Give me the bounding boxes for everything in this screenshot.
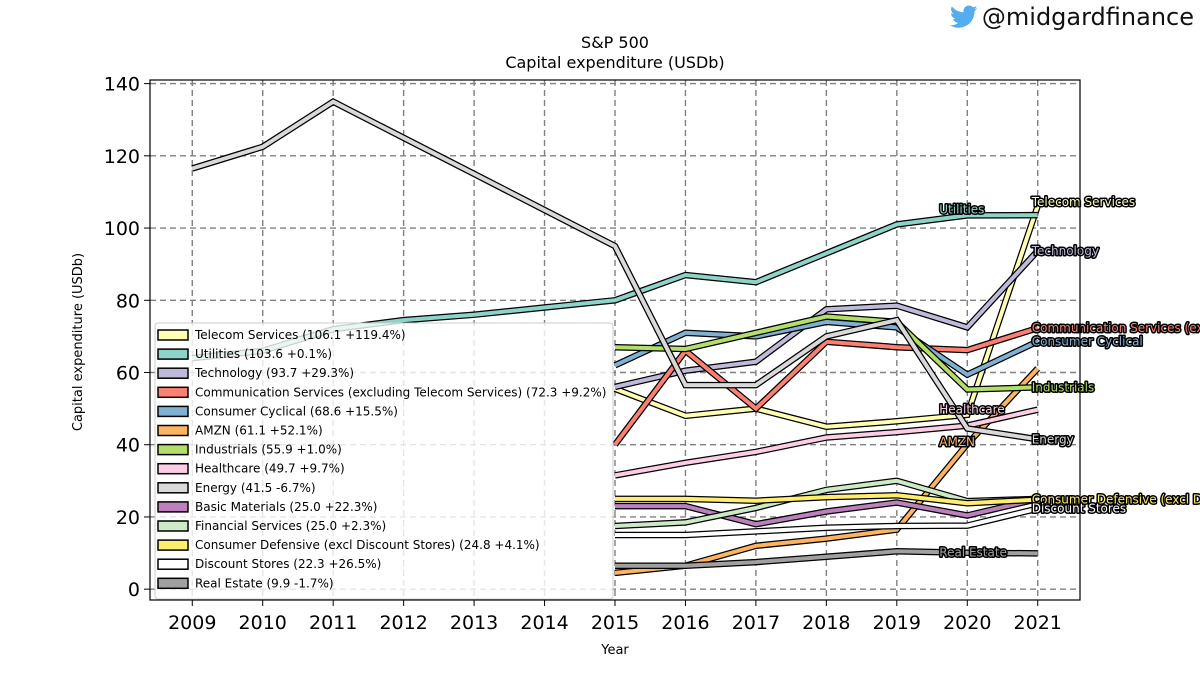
end-label-1: Utilities (939, 202, 984, 216)
series-line-0 (614, 205, 1040, 429)
x-tick-label-2016: 2016 (661, 612, 709, 634)
legend-swatch-12 (157, 558, 189, 570)
legend-box (154, 322, 614, 600)
end-label-3: Communication Services (excluding Teleco… (1032, 321, 1200, 335)
legend-swatch-6 (157, 443, 189, 456)
legend-entry-1: Utilities (103.6 +0.1%) (195, 347, 332, 361)
legend-swatch-4 (157, 405, 189, 418)
series-line-8 (191, 99, 1039, 442)
series-line-11 (615, 493, 1038, 506)
legend-swatch-8 (157, 482, 189, 494)
end-label-2: Technology (1031, 244, 1099, 258)
end-label-6: Industrials (1032, 380, 1095, 394)
series-line-2 (614, 249, 1040, 389)
x-tick-label-2014: 2014 (520, 612, 568, 634)
y-tick-label-100: 100 (104, 218, 140, 240)
chart-subtitle: Capital expenditure (USDb) (505, 53, 724, 72)
x-tick-label-2017: 2017 (732, 612, 780, 634)
y-tick-label-80: 80 (116, 290, 140, 312)
legend-swatch-0 (157, 329, 189, 341)
x-tick-label-2012: 2012 (379, 612, 427, 634)
x-tick-label-2010: 2010 (239, 612, 287, 634)
x-tick-label-2018: 2018 (802, 612, 850, 634)
y-axis-label: Capital expenditure (USDb) (71, 253, 86, 431)
x-tick-label-2021: 2021 (1014, 612, 1062, 634)
series-line-13 (615, 549, 1038, 568)
legend-entry-12: Discount Stores (22.3 +26.5%) (195, 557, 381, 571)
legend-entry-4: Consumer Cyclical (68.6 +15.5%) (195, 404, 398, 418)
x-tick-label-2019: 2019 (873, 612, 921, 634)
legend-swatch-3 (157, 386, 189, 399)
legend-entry-8: Energy (41.5 -6.7%) (195, 481, 316, 495)
legend-entry-11: Consumer Defensive (excl Discount Stores… (195, 538, 540, 552)
y-tick-label-40: 40 (116, 435, 140, 457)
legend-entry-6: Industrials (55.9 +1.0%) (195, 443, 342, 457)
y-tick-label-140: 140 (104, 74, 140, 96)
series-line-4 (614, 319, 1039, 377)
legend-entry-2: Technology (93.7 +29.3%) (194, 366, 354, 380)
x-axis-label: Year (600, 643, 629, 658)
legend-swatch-2 (157, 367, 189, 379)
chart-title: S&P 500 (581, 33, 649, 52)
plot-frame (149, 79, 1081, 601)
x-tick-label-2020: 2020 (943, 612, 991, 634)
legend-entry-5: AMZN (61.1 +52.1%) (195, 424, 323, 438)
y-tick-label-60: 60 (116, 363, 140, 385)
twitter-bird-icon (949, 5, 978, 29)
legend-swatch-10 (157, 520, 189, 532)
y-tick-label-20: 20 (116, 507, 140, 529)
end-label-8: Energy (1032, 432, 1074, 446)
x-tick-label-2015: 2015 (591, 612, 639, 634)
legend: Telecom Services (106.1 +119.4%) Utilitie… (154, 322, 614, 600)
end-label-11: Consumer Defensive (excl Discount Stores… (1032, 493, 1200, 507)
legend-swatch-11 (157, 539, 189, 551)
legend-swatch-1 (157, 348, 189, 360)
legend-entry-13: Real Estate (9.9 -1.7%) (195, 576, 334, 590)
brand-handle: @midgardfinance (949, 2, 1194, 32)
end-labels: Telecom Services Utilities Technology Commu… (938, 194, 1200, 562)
legend-swatch-7 (157, 462, 189, 475)
legend-swatch-13 (157, 577, 189, 590)
end-label-5: AMZN (939, 435, 975, 449)
series-line-9 (615, 496, 1039, 527)
legend-entry-9: Basic Materials (25.0 +22.3%) (195, 500, 377, 514)
series-line-12 (615, 506, 1039, 537)
axes: 2009 2010 2011 2012 2013 2014 2015 2016 2017 2018… (104, 74, 1081, 634)
legend-swatch-5 (157, 424, 189, 437)
x-tick-label-2011: 2011 (309, 612, 357, 634)
brand-handle-text: @midgardfinance (981, 3, 1194, 31)
legend-swatch-9 (157, 501, 189, 513)
end-label-7: Healthcare (939, 403, 1004, 417)
legend-entry-3: Communication Services (excluding Teleco… (195, 385, 606, 399)
series-line-6 (614, 314, 1038, 392)
x-tick-label-2009: 2009 (168, 612, 216, 634)
end-label-12: Discount Stores (1032, 502, 1126, 516)
legend-entry-0: Telecom Services (106.1 +119.4%) (194, 328, 406, 342)
end-label-0: Telecom Services (1031, 195, 1135, 209)
end-label-4: Consumer Cyclical (1032, 334, 1143, 348)
legend-entry-7: Healthcare (49.7 +9.7%) (195, 462, 345, 476)
end-label-13: Real Estate (939, 546, 1007, 560)
y-tick-label-0: 0 (128, 579, 140, 601)
y-tick-label-120: 120 (104, 146, 140, 168)
legend-entry-10: Financial Services (25.0 +2.3%) (195, 519, 386, 533)
x-tick-label-2013: 2013 (450, 612, 498, 634)
